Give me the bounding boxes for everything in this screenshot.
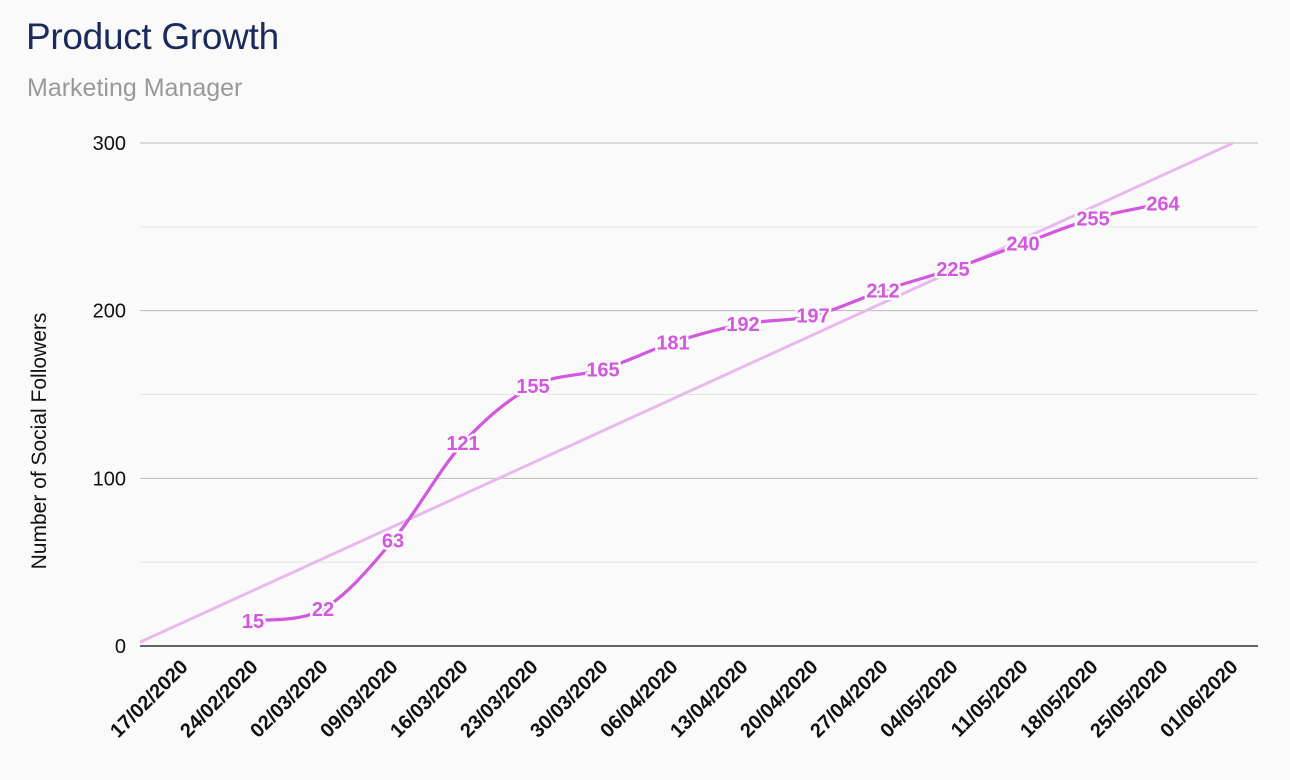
data-label: 121	[446, 433, 479, 455]
data-label: 15	[242, 611, 264, 633]
data-label: 63	[382, 530, 404, 552]
y-tick-label: 0	[115, 636, 126, 658]
data-label: 22	[312, 599, 334, 621]
chart-subtitle: Marketing Manager	[27, 74, 243, 102]
data-label: 181	[656, 333, 689, 355]
y-axis-label: Number of Social Followers	[28, 313, 51, 570]
data-label: 240	[1006, 234, 1039, 256]
y-tick-label: 200	[93, 301, 126, 323]
data-label: 255	[1076, 208, 1109, 230]
data-label: 165	[586, 359, 619, 381]
y-tick-label: 300	[93, 133, 126, 155]
data-label: 155	[516, 376, 549, 398]
data-label: 225	[936, 259, 969, 281]
data-label: 212	[866, 281, 899, 303]
series-group	[251, 201, 1165, 623]
data-label: 264	[1146, 193, 1180, 215]
trendline-group	[139, 141, 1234, 644]
data-label: 192	[726, 314, 759, 336]
gridlines	[140, 142, 1258, 647]
data-label: 197	[796, 306, 829, 328]
data-labels: 15 22 63 121 155 165 181 192 197 212 225 240 255 264	[239, 191, 1183, 635]
series-line	[251, 201, 1165, 623]
chart-title: Product Growth	[26, 16, 279, 57]
x-axis-ticks: 17/02/202024/02/202002/03/202009/03/2020…	[106, 656, 1242, 742]
trendline	[139, 141, 1234, 644]
y-axis-ticks: 0 100 200 300	[93, 133, 126, 658]
y-tick-label: 100	[93, 468, 126, 490]
